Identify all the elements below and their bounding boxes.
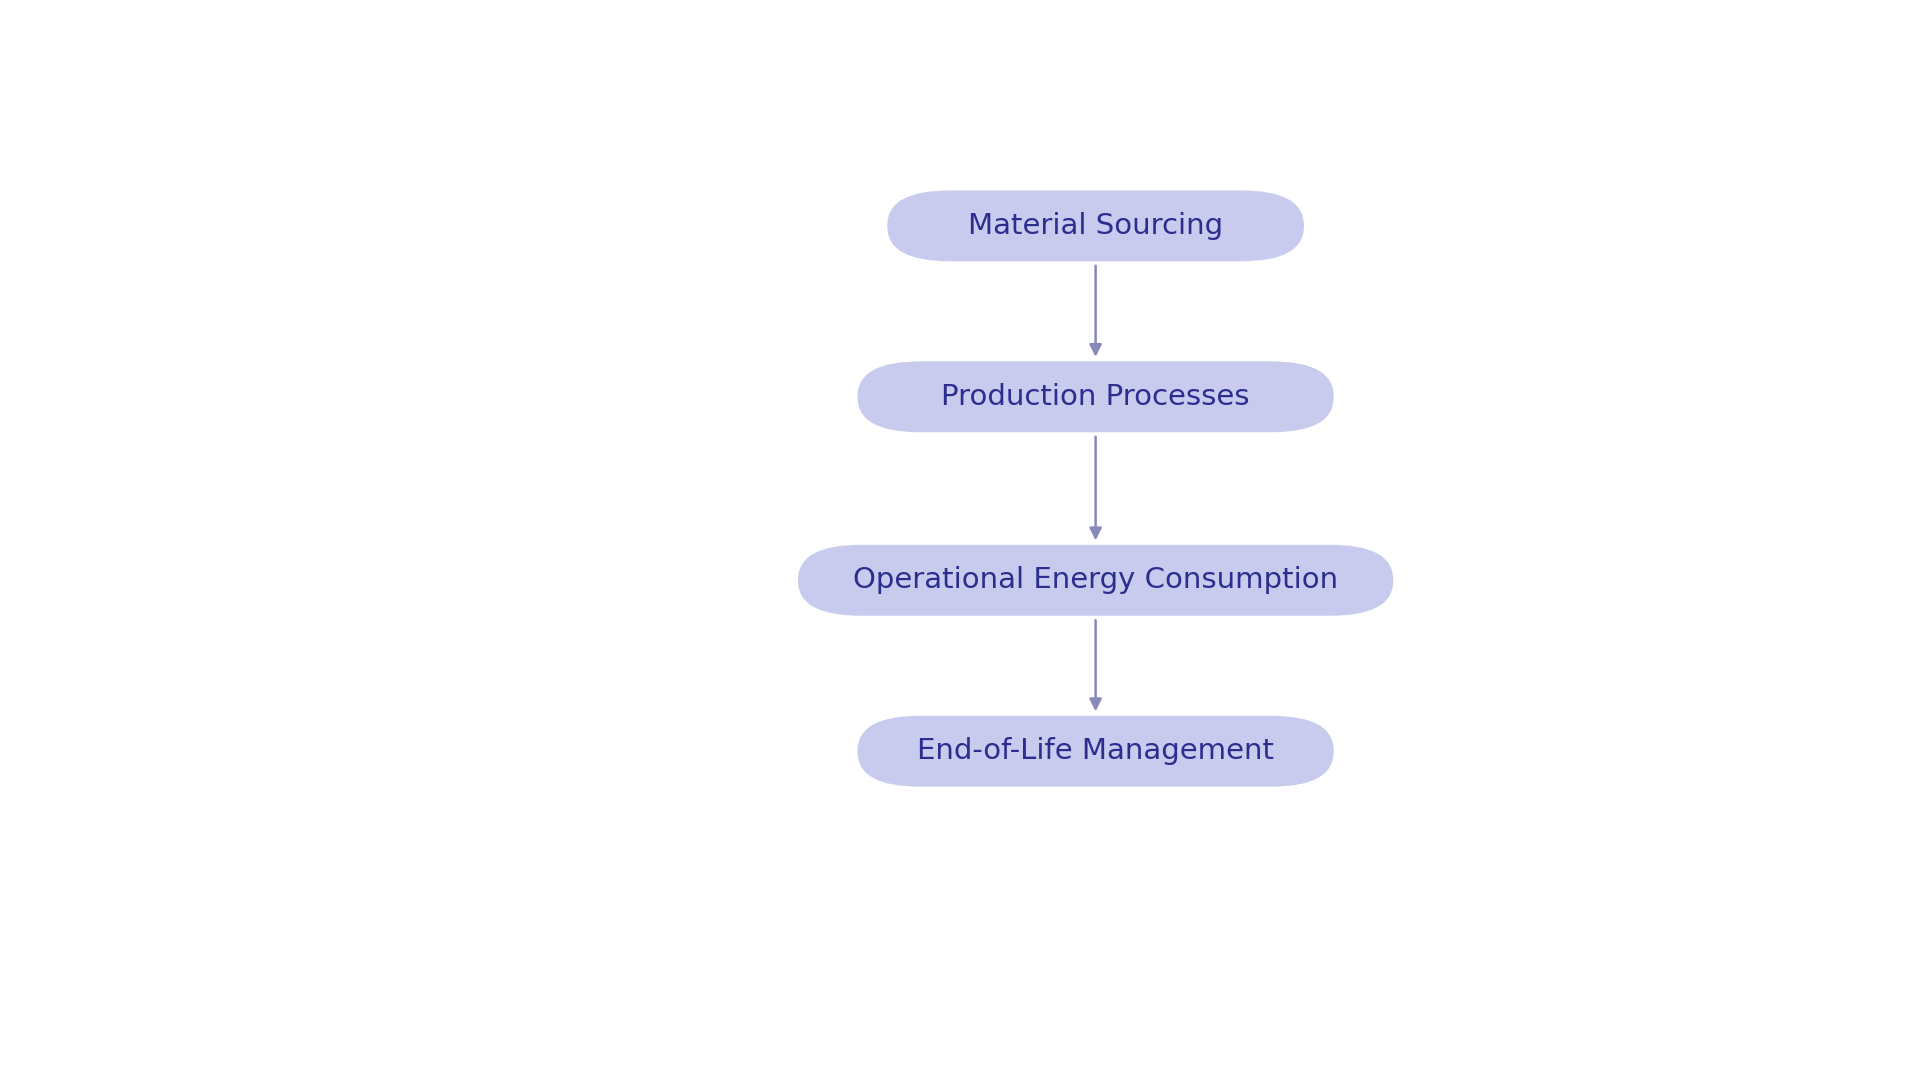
Text: Production Processes: Production Processes bbox=[941, 382, 1250, 410]
FancyBboxPatch shape bbox=[887, 191, 1304, 261]
FancyBboxPatch shape bbox=[858, 362, 1334, 432]
Text: Operational Energy Consumption: Operational Energy Consumption bbox=[852, 566, 1338, 595]
Text: End-of-Life Management: End-of-Life Management bbox=[918, 738, 1275, 766]
FancyBboxPatch shape bbox=[799, 545, 1394, 616]
FancyBboxPatch shape bbox=[858, 716, 1334, 786]
Text: Material Sourcing: Material Sourcing bbox=[968, 212, 1223, 239]
